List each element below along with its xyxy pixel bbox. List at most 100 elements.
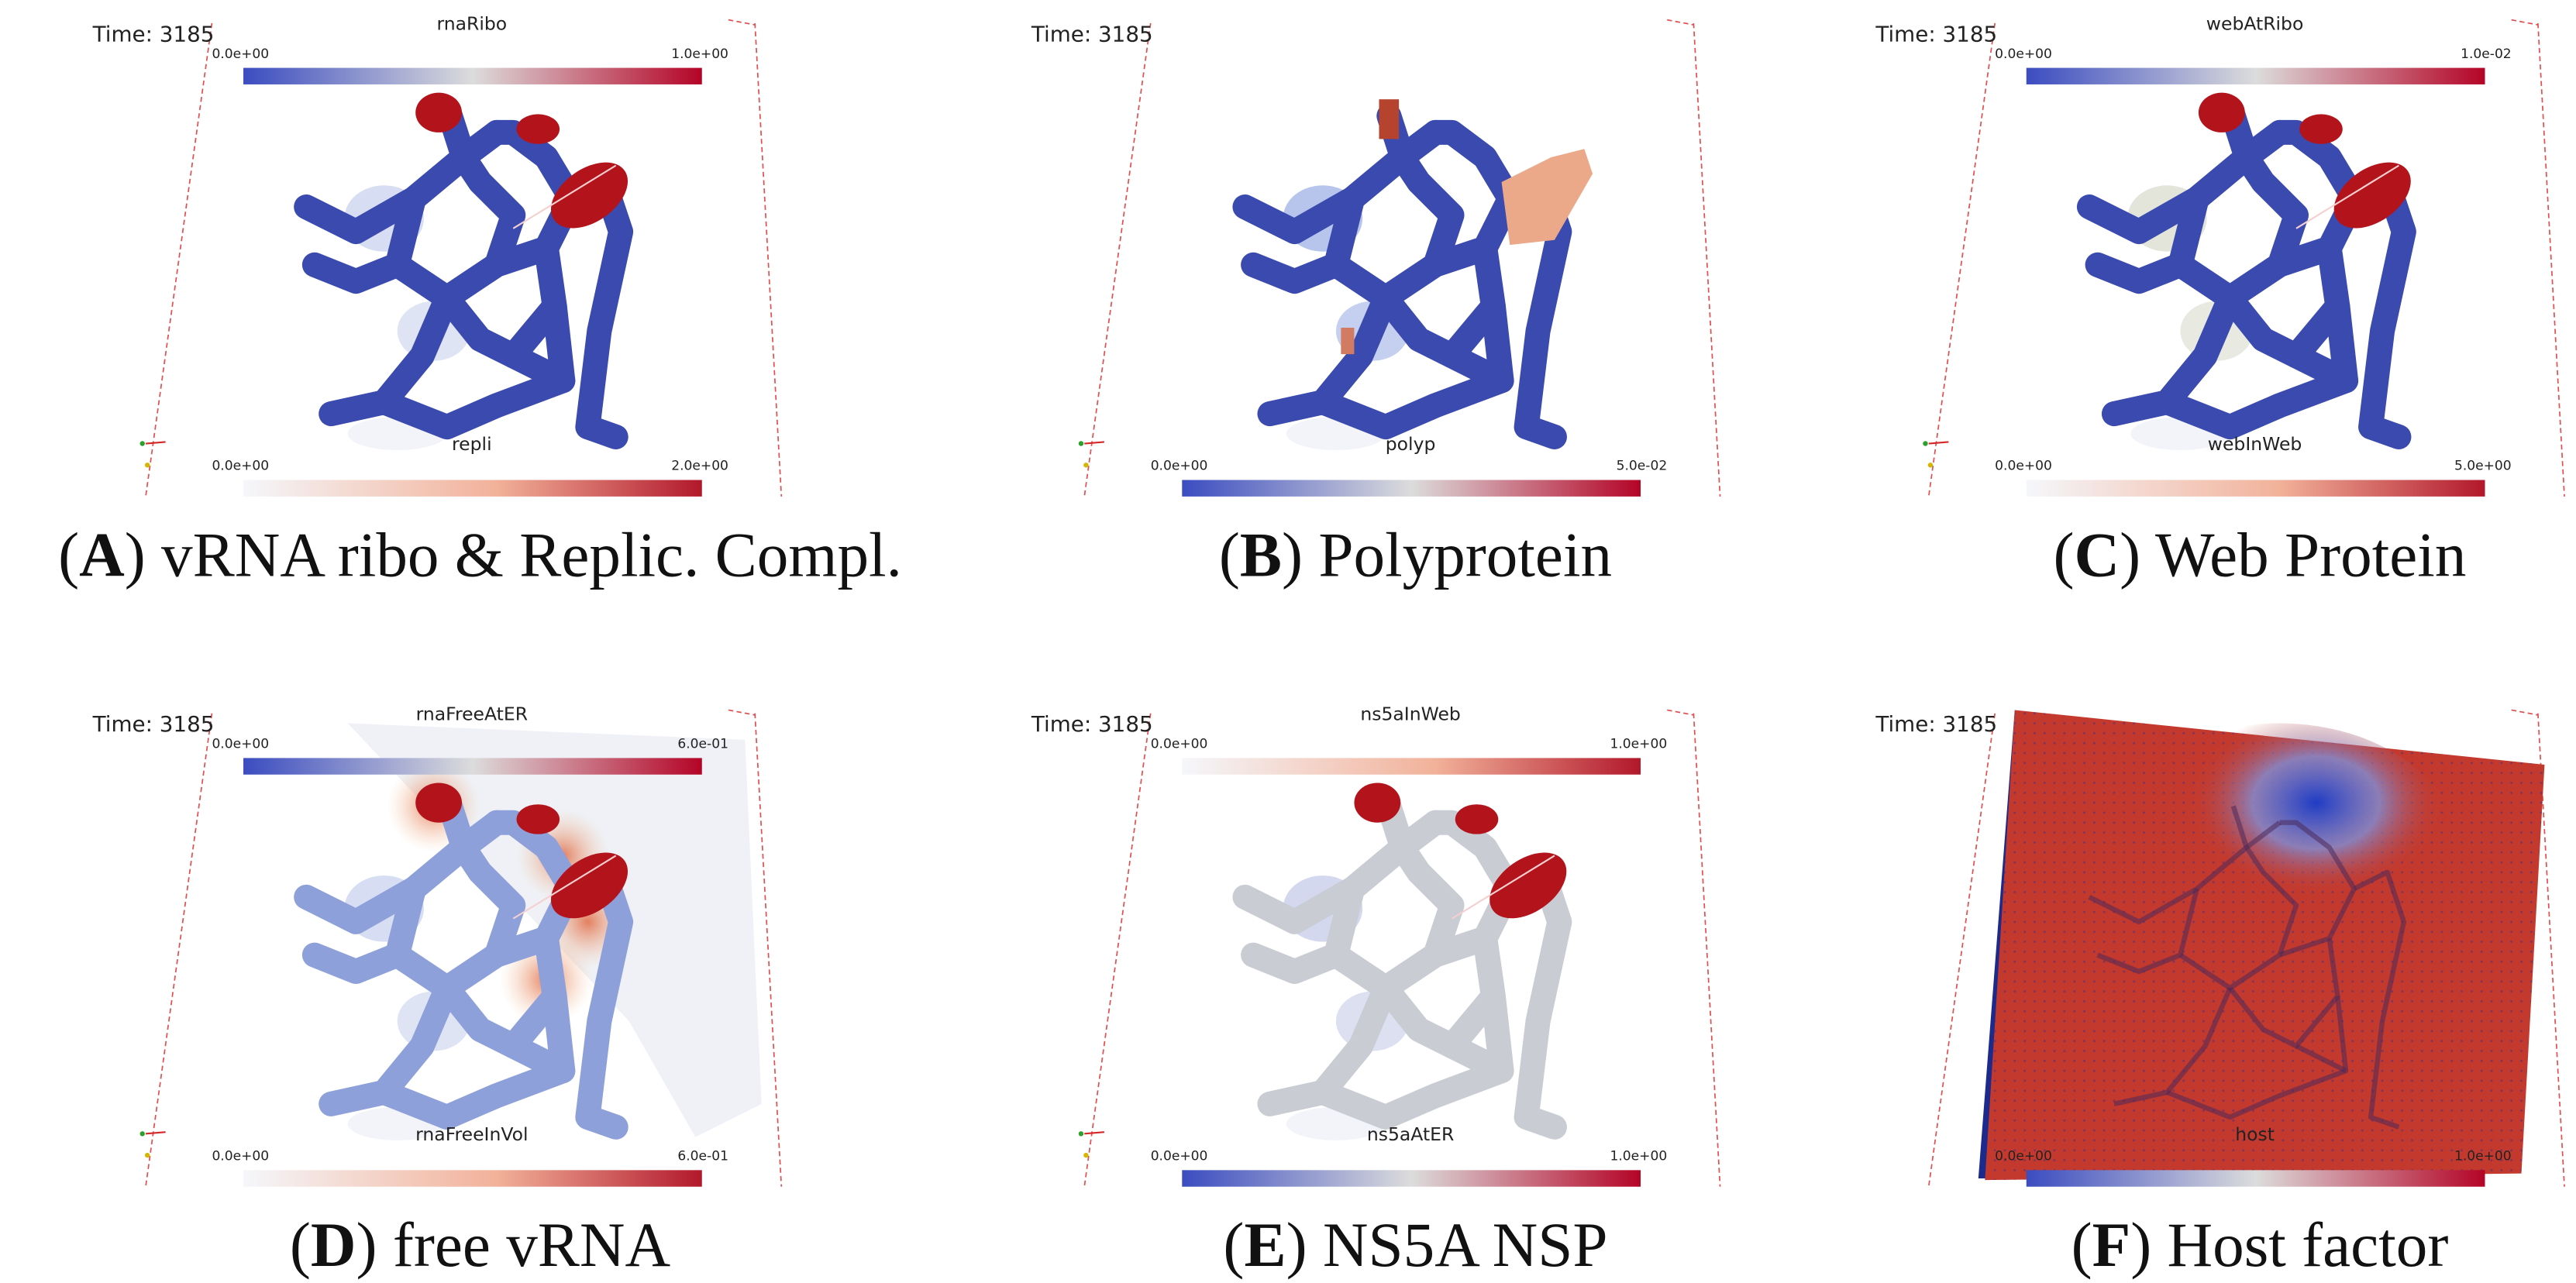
panel: Time: 3185 ns5aInWeb 0.0e+00 1.0e+00 ns5aAtE… (1031, 703, 1721, 1280)
ribosome-cluster (1489, 852, 1567, 919)
axis-triad (139, 1131, 145, 1137)
membrane-network (1257, 285, 1399, 427)
caption-text: ( (2071, 1210, 2092, 1280)
ribosome-cluster (2333, 162, 2411, 229)
host-structure (2295, 1044, 2347, 1074)
ribosome-cluster (550, 852, 629, 919)
colorbar (2026, 480, 2485, 497)
colorbar-title: rnaFreeInVol (415, 1123, 528, 1145)
caption-letter: A (79, 520, 125, 590)
host-structure (2096, 888, 2199, 975)
ribosome-cluster (516, 114, 560, 144)
panel: Time: 3185 webAtRibo 0.0e+00 1.0e-02 webInWe… (1875, 12, 2565, 590)
host-structure (2113, 987, 2233, 1107)
frame-edge (2511, 19, 2539, 26)
membrane-network (1257, 975, 1399, 1116)
colorbar-max: 1.0e-02 (2461, 46, 2512, 62)
ribosome-cluster (1354, 783, 1401, 823)
ribosome-cluster (2299, 114, 2343, 144)
axis-triad (1084, 1131, 1104, 1135)
colorbar-title: polyp (1386, 433, 1436, 455)
colorbar-title: rnaFreeAtER (416, 703, 528, 724)
colorbar-max: 5.0e-02 (1617, 459, 1668, 474)
polyprotein-patch (1501, 149, 1593, 246)
polyprotein-patch (1341, 327, 1355, 355)
caption: (D) free vRNA (290, 1210, 671, 1280)
membrane-network (501, 1034, 576, 1084)
host-structure (2088, 820, 2282, 925)
membrane-network (1439, 1034, 1514, 1084)
colorbar-max: 5.0e+00 (2454, 459, 2512, 474)
membrane-network (319, 285, 460, 427)
membrane-network (301, 186, 427, 294)
axis-triad (144, 1152, 150, 1158)
membrane-network (1241, 876, 1365, 984)
membrane-network (1310, 294, 1514, 440)
frame-edge (1927, 713, 1996, 1187)
caption-letter: D (311, 1210, 356, 1280)
caption-text: ) vRNA ribo & Replic. Compl. (125, 520, 902, 590)
colorbar-min: 0.0e+00 (1151, 1149, 1208, 1164)
ribosome-cluster (516, 804, 560, 834)
axis-triad (1928, 441, 1949, 445)
ribosome-line (2295, 164, 2399, 229)
colorbar (2026, 1170, 2485, 1187)
colorbar (243, 480, 702, 497)
colorbar-title: ns5aAtER (1367, 1123, 1454, 1145)
caption-text: ) Web Protein (2120, 520, 2466, 590)
axis-triad (1927, 463, 1934, 468)
colorbar-min: 0.0e+00 (212, 46, 269, 62)
colorbar-min: 0.0e+00 (212, 1149, 269, 1164)
colorbar-max: 1.0e+00 (1610, 737, 1667, 752)
host-structure (2178, 845, 2299, 991)
frame-edge (2537, 22, 2565, 497)
colorbar-max: 6.0e-01 (677, 737, 728, 752)
polyprotein-patch (1379, 99, 1400, 139)
membrane-network (2283, 343, 2359, 394)
axis-triad (144, 463, 150, 468)
frame-edge (754, 713, 783, 1187)
ribosome-line (512, 164, 617, 229)
membrane-network (2085, 186, 2209, 294)
panel: Time: 3185 rnaRibo 0.0e+00 1.0e+00 repli 0.0e… (58, 12, 902, 590)
axis-triad (145, 1131, 166, 1135)
frame-edge (754, 22, 783, 497)
axis-triad (1078, 1131, 1084, 1137)
frame-edge (145, 713, 213, 1187)
frame-edge (728, 709, 756, 716)
colorbar (1182, 1170, 1641, 1187)
host-structure (2278, 820, 2357, 958)
colorbar (243, 1170, 702, 1187)
frame-edge (1083, 713, 1152, 1187)
frame-edge (728, 19, 756, 26)
caption-letter: C (2075, 520, 2120, 590)
axis-triad (1084, 441, 1104, 445)
caption-text: ) NS5A NSP (1286, 1210, 1608, 1280)
caption-text: ( (2054, 520, 2075, 590)
colorbar-min: 0.0e+00 (1995, 46, 2052, 62)
axis-triad (1083, 463, 1089, 468)
colorbar-min: 0.0e+00 (1151, 459, 1208, 474)
membrane-network (2154, 294, 2359, 440)
membrane-network (2101, 285, 2243, 427)
colorbar-min: 0.0e+00 (1995, 1149, 2052, 1164)
colorbar (1182, 480, 1641, 497)
caption-text: ( (1223, 1210, 1244, 1280)
membrane-network (501, 343, 576, 394)
axis-triad (145, 441, 166, 445)
colorbar (1182, 758, 1641, 775)
time-label: Time: 3185 (1875, 21, 1997, 46)
colorbar-min: 0.0e+00 (212, 737, 269, 752)
membrane-network (319, 975, 460, 1116)
colorbar-title: rnaRibo (437, 12, 508, 34)
ribosome-line (512, 855, 617, 920)
colorbar-title: ns5aInWeb (1360, 703, 1460, 724)
colorbar-max: 2.0e+00 (671, 459, 728, 474)
colorbar-min: 0.0e+00 (1151, 737, 1208, 752)
ribosome-cluster (1455, 804, 1499, 834)
colorbar-max: 1.0e+00 (1610, 1149, 1667, 1164)
caption: (A) vRNA ribo & Replic. Compl. (58, 520, 902, 590)
caption-text: ) free vRNA (356, 1210, 671, 1280)
caption: (C) Web Protein (2054, 520, 2467, 590)
frame-edge (1667, 709, 1694, 716)
